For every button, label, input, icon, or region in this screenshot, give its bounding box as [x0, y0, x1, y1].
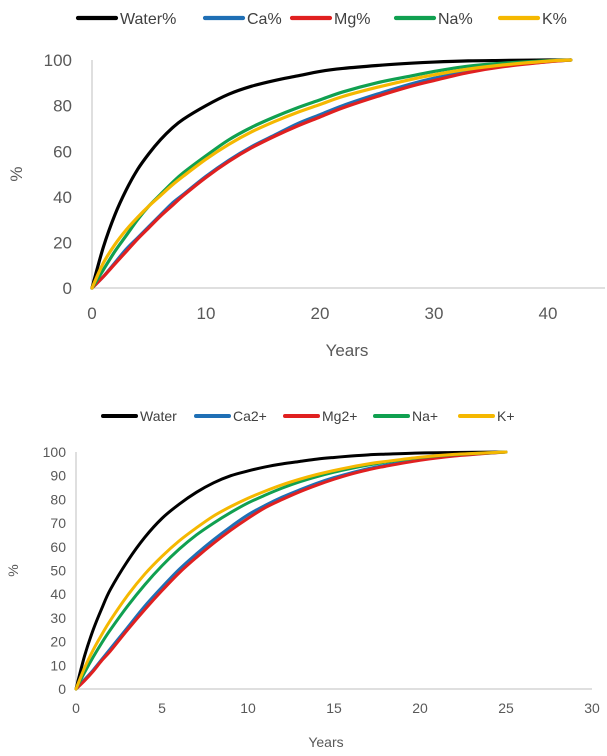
x-tick-label: 10 — [197, 304, 216, 323]
y-tick-label: 30 — [50, 610, 66, 626]
series-line-ca2 — [74, 450, 508, 691]
x-tick-label: 10 — [240, 700, 256, 716]
x-tick-label: 40 — [539, 304, 558, 323]
y-tick-label: 80 — [53, 97, 72, 116]
series-line-na — [74, 450, 508, 691]
y-tick-label: 100 — [44, 51, 72, 70]
chart-top: Water% Ca% Mg% Na% K% 0 20 40 60 80 100 0 10 20 30 40 Ye… — [7, 11, 605, 360]
y-tick-label: 0 — [63, 279, 72, 298]
x-tick-label: 0 — [87, 304, 96, 323]
x-tick-label: 15 — [326, 700, 342, 716]
x-tick-label: 20 — [311, 304, 330, 323]
legend-label: Mg2+ — [322, 408, 357, 424]
y-tick-label: 90 — [50, 468, 66, 484]
y-tick-label: 60 — [53, 142, 72, 161]
x-tick-label: 30 — [584, 700, 600, 716]
legend-label: Na+ — [412, 408, 438, 424]
legend-label: Mg% — [334, 11, 370, 28]
y-tick-label: 70 — [50, 515, 66, 531]
x-tick-label: 0 — [72, 700, 80, 716]
series-line-k — [74, 450, 508, 691]
series-line-na — [90, 58, 573, 290]
x-tick-label: 5 — [158, 700, 166, 716]
y-tick-label: 100 — [43, 444, 67, 460]
series-line-k — [90, 58, 573, 290]
x-tick-label: 20 — [412, 700, 428, 716]
x-axis-title: Years — [326, 341, 369, 360]
y-tick-label: 10 — [50, 657, 66, 673]
x-tick-label: 30 — [425, 304, 444, 323]
series-line-mg2 — [74, 450, 508, 691]
series-line-mg — [90, 58, 573, 290]
series-line-water — [74, 450, 508, 691]
legend-label: K+ — [497, 408, 515, 424]
legend-label: Ca2+ — [233, 408, 267, 424]
legend-label: K% — [542, 11, 567, 28]
y-axis-title: % — [7, 166, 26, 181]
chart-bottom: Water Ca2+ Mg2+ Na+ K+0102030405060708090100… — [5, 408, 600, 750]
legend-label: Ca% — [247, 11, 282, 28]
y-tick-label: 20 — [50, 634, 66, 650]
x-tick-label: 25 — [498, 700, 514, 716]
y-tick-label: 80 — [50, 491, 66, 507]
legend-label: Water — [140, 408, 177, 424]
x-axis-title: Years — [308, 734, 343, 750]
y-tick-label: 0 — [58, 681, 66, 697]
y-tick-label: 50 — [50, 563, 66, 579]
y-tick-label: 20 — [53, 234, 72, 253]
legend-label: Na% — [438, 11, 473, 28]
y-tick-label: 60 — [50, 539, 66, 555]
legend-label: Water% — [120, 11, 176, 28]
y-axis-title: % — [5, 564, 21, 576]
y-tick-label: 40 — [53, 188, 72, 207]
y-tick-label: 40 — [50, 586, 66, 602]
series-line-water — [90, 58, 573, 290]
